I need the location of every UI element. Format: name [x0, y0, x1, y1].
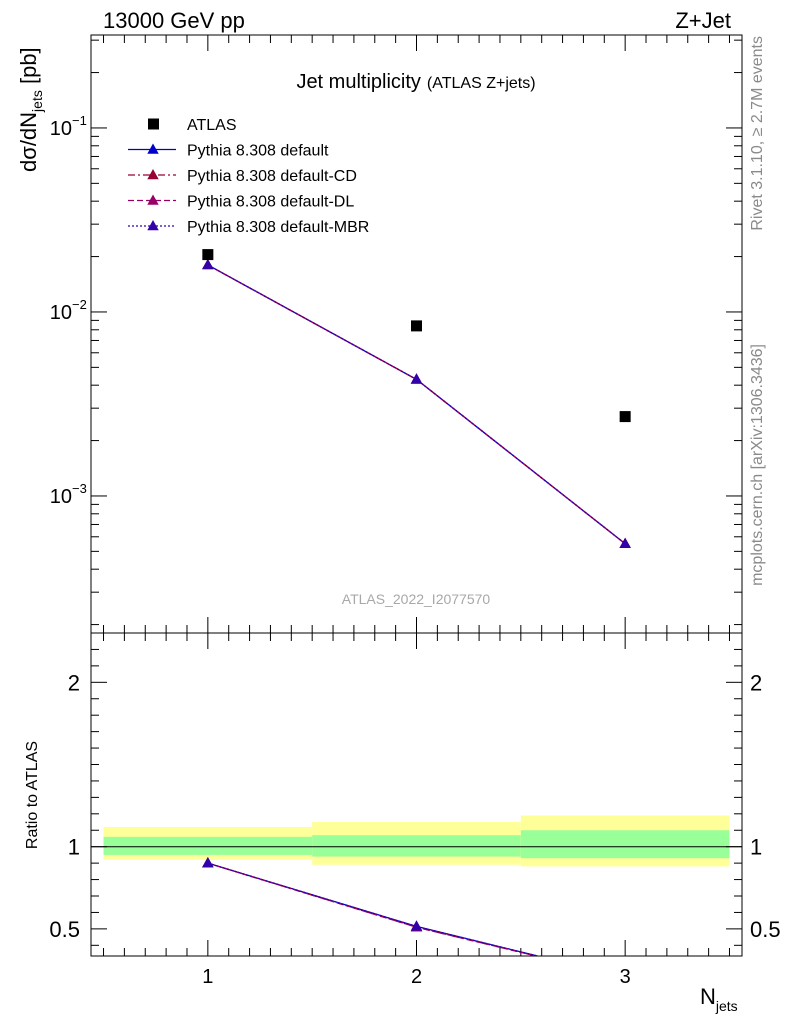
x-axis-label-main: N	[700, 984, 716, 1009]
series-line-ratio	[207, 862, 541, 956]
main-y-axis-label: dσ/dNjets [pb]	[16, 47, 45, 172]
ratio-band-inner	[520, 830, 730, 859]
ratio-band-inner	[312, 835, 521, 857]
x-axis-label-sub: jets	[715, 998, 738, 1014]
atlas-data-point	[619, 411, 631, 423]
series-marker-main	[619, 537, 631, 548]
plot-title: Jet multiplicity (ATLAS Z+jets)	[296, 71, 535, 93]
main-y-tick-label-exponent: −2	[72, 297, 87, 312]
legend-marker-atlas	[148, 118, 159, 130]
plot-title-subtitle: (ATLAS Z+jets)	[427, 75, 536, 92]
series-line-ratio	[207, 862, 541, 956]
main-y-axis-label-pre: dσ/dN	[16, 112, 41, 172]
legend-label: Pythia 8.308 default-MBR	[187, 219, 369, 236]
legend-label: Pythia 8.308 default	[187, 143, 329, 160]
legend-marker	[147, 143, 159, 154]
ratio-y-tick-label-right: 2	[750, 670, 762, 695]
series-line-main	[207, 264, 626, 545]
series-line-ratio	[207, 862, 540, 956]
legend-marker	[147, 220, 159, 231]
x-axis-label: Njets	[700, 984, 738, 1014]
ratio-plot-frame	[90, 632, 743, 957]
rivet-version-label: Rivet 3.1.10, ≥ 2.7M events	[749, 36, 766, 231]
ratio-y-tick-label-left: 2	[68, 670, 80, 695]
main-y-axis-label-post: [pb]	[16, 47, 41, 90]
x-tick-label: 3	[620, 966, 631, 988]
ratio-y-tick-label-left: 0.5	[49, 917, 80, 942]
series-marker-ratio	[202, 857, 214, 868]
analysis-watermark: ATLAS_2022_I2077570	[342, 591, 491, 607]
series-line-main	[207, 264, 626, 545]
main-y-tick-label-exponent: −1	[72, 113, 87, 128]
legend-label: Pythia 8.308 default-CD	[187, 168, 357, 185]
main-y-tick-label: 10	[50, 486, 72, 508]
atlas-data-point	[202, 249, 214, 261]
main-y-axis-label-sub: jets	[29, 90, 45, 113]
main-y-tick-label-exponent: −3	[72, 481, 87, 496]
series-marker-main	[202, 258, 214, 270]
mcplots-label: mcplots.cern.ch [arXiv:1306.3436]	[749, 344, 766, 586]
series-marker-ratio	[410, 920, 423, 931]
series-marker-main	[410, 373, 423, 384]
series-line-ratio	[207, 862, 540, 956]
series-line-main	[207, 264, 626, 545]
legend-marker	[147, 194, 159, 205]
ratio-y-axis-label: Ratio to ATLAS	[24, 741, 41, 849]
ratio-band-inner	[103, 836, 313, 855]
ratio-y-tick-label-right: 0.5	[750, 917, 781, 942]
main-y-tick-label: 10	[50, 118, 72, 140]
legend-label-atlas: ATLAS	[187, 117, 237, 134]
header-right-label: Z+Jet	[675, 8, 731, 33]
plot-title-main: Jet multiplicity	[296, 71, 420, 93]
atlas-data-point	[411, 320, 422, 332]
header-left-label: 13000 GeV pp	[103, 8, 245, 33]
x-tick-label: 2	[411, 966, 422, 988]
legend: ATLAS Pythia 8.308 default Pythia 8.308 de…	[128, 117, 369, 236]
legend-marker	[147, 169, 159, 180]
series-line-main	[207, 264, 626, 545]
main-y-tick-label: 10	[50, 302, 72, 324]
ratio-y-tick-label-right: 1	[750, 835, 762, 860]
ratio-y-tick-label-left: 1	[68, 835, 80, 860]
x-tick-label: 1	[202, 966, 213, 988]
legend-label: Pythia 8.308 default-DL	[187, 194, 354, 211]
